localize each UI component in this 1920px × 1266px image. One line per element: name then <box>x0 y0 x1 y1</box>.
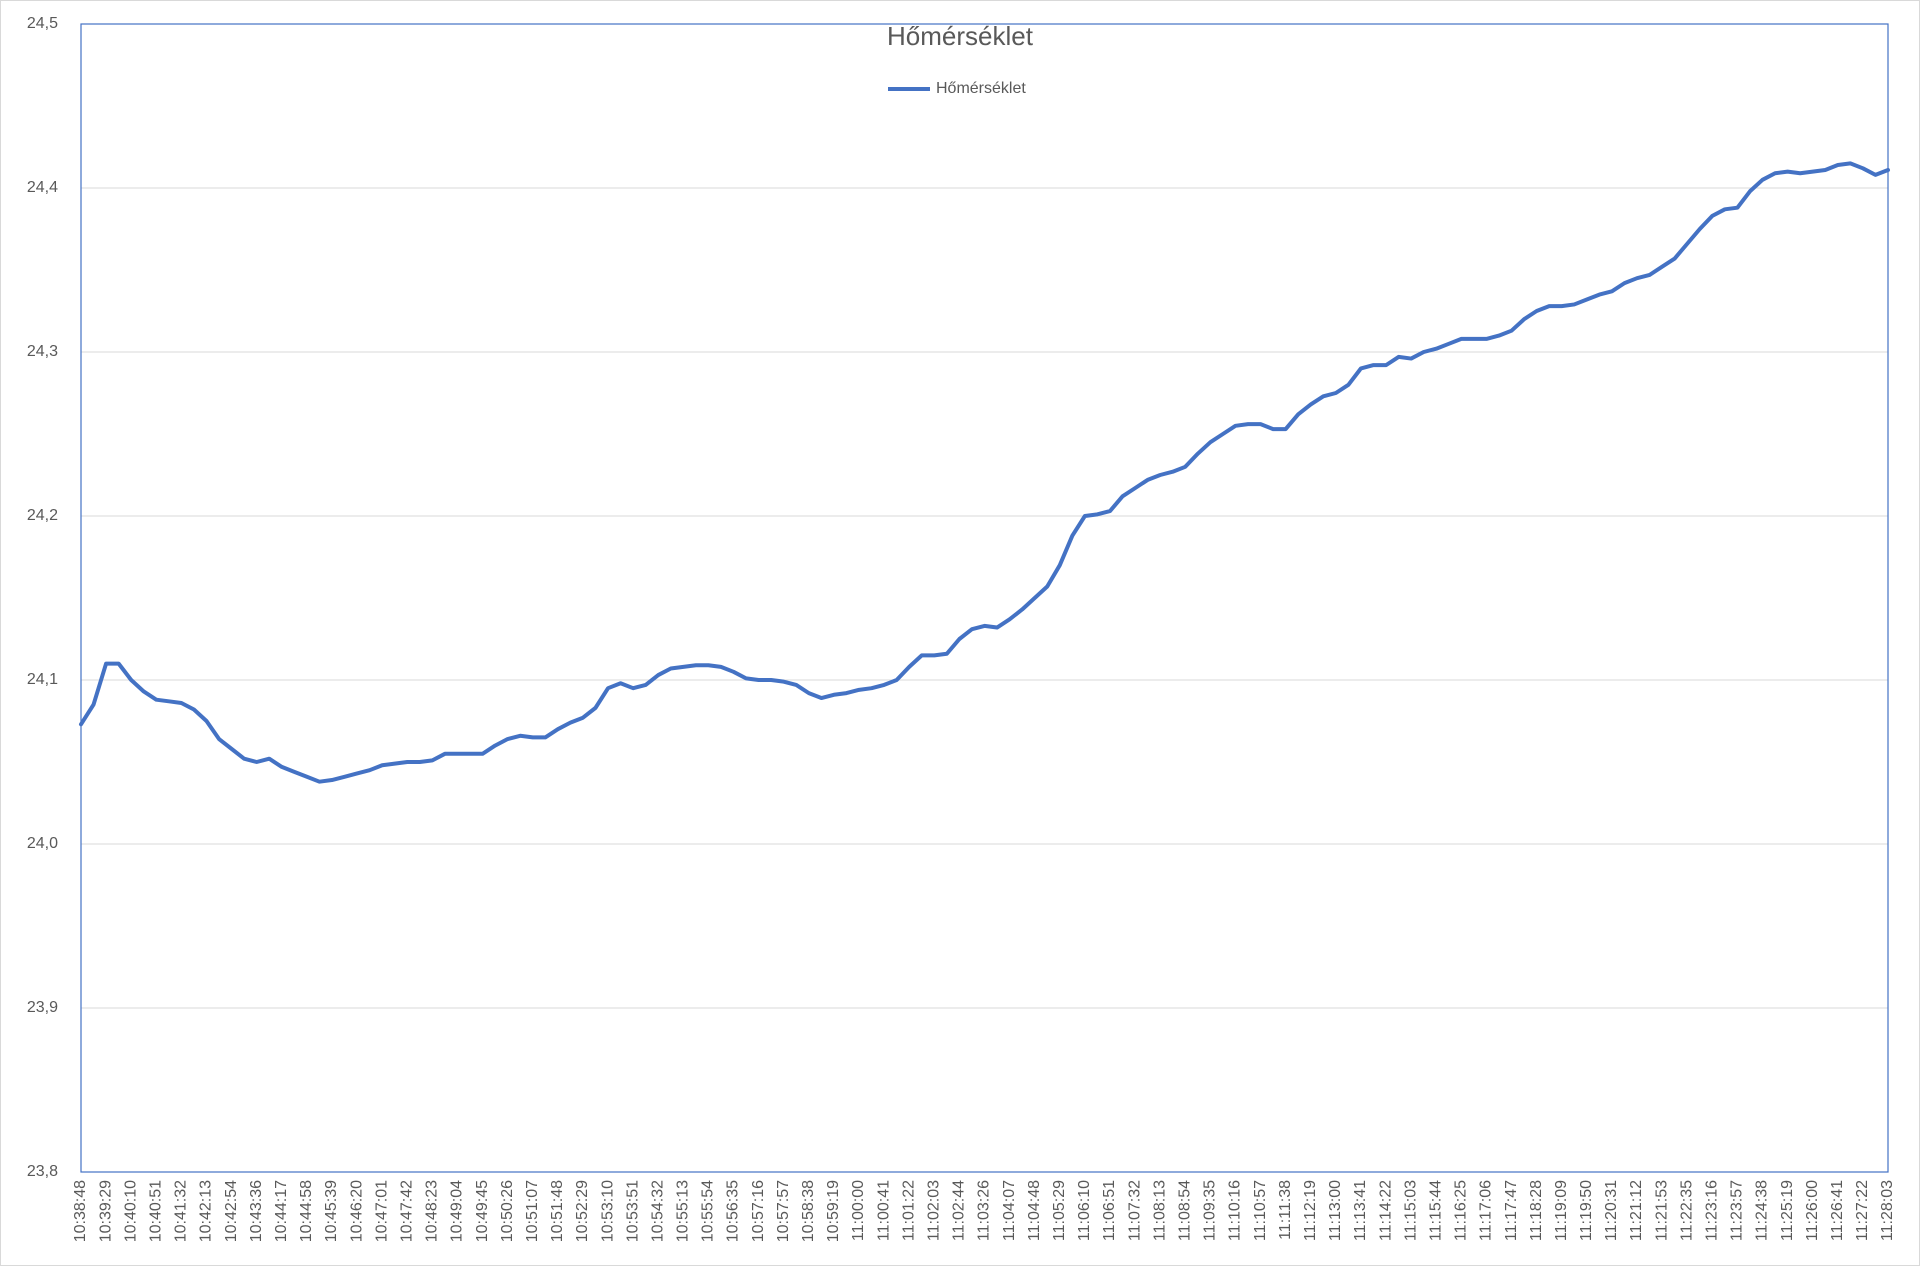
x-tick-label: 10:47:01 <box>373 1180 390 1242</box>
x-tick-label: 11:13:41 <box>1352 1180 1369 1241</box>
x-tick-label: 11:24:38 <box>1754 1180 1771 1241</box>
x-tick-label: 11:12:19 <box>1302 1180 1319 1241</box>
x-tick-label: 11:17:06 <box>1478 1180 1495 1241</box>
x-tick-label: 11:14:22 <box>1377 1180 1394 1241</box>
x-tick-label: 11:27:22 <box>1854 1180 1871 1241</box>
x-tick-label: 10:40:10 <box>122 1180 139 1242</box>
x-tick-label: 10:44:58 <box>298 1180 315 1242</box>
x-tick-label: 10:55:13 <box>675 1180 692 1242</box>
x-tick-label: 11:15:03 <box>1402 1180 1419 1241</box>
x-tick-label: 11:09:35 <box>1202 1180 1219 1241</box>
x-tick-label: 10:49:04 <box>449 1180 466 1242</box>
x-tick-label: 11:10:16 <box>1227 1180 1244 1241</box>
x-tick-label: 10:42:54 <box>223 1180 240 1242</box>
x-tick-label: 11:19:09 <box>1553 1180 1570 1241</box>
x-tick-label: 10:52:29 <box>574 1180 591 1242</box>
x-tick-label: 11:11:38 <box>1277 1180 1294 1240</box>
x-tick-label: 10:45:39 <box>323 1180 340 1242</box>
x-tick-label: 11:13:00 <box>1327 1180 1344 1241</box>
x-tick-label: 10:39:29 <box>97 1180 114 1242</box>
x-tick-label: 10:46:20 <box>348 1180 365 1242</box>
x-tick-label: 10:55:54 <box>700 1180 717 1242</box>
y-tick-label: 24,0 <box>27 835 58 852</box>
x-tick-label: 11:17:47 <box>1503 1180 1520 1241</box>
x-tick-label: 11:26:41 <box>1829 1180 1846 1241</box>
x-tick-label: 10:50:26 <box>499 1180 516 1242</box>
x-tick-label: 10:38:48 <box>72 1180 89 1242</box>
x-tick-label: 11:21:53 <box>1653 1180 1670 1241</box>
x-tick-label: 11:00:41 <box>875 1180 892 1241</box>
x-tick-label: 11:19:50 <box>1578 1180 1595 1241</box>
x-tick-label: 10:49:45 <box>474 1180 491 1242</box>
x-tick-label: 11:03:26 <box>976 1180 993 1241</box>
x-tick-label: 11:01:22 <box>900 1180 917 1241</box>
y-tick-label: 23,9 <box>27 999 58 1016</box>
x-tick-label: 10:48:23 <box>424 1180 441 1242</box>
x-tick-label: 11:23:16 <box>1704 1180 1721 1241</box>
x-tick-label: 10:59:19 <box>825 1180 842 1242</box>
x-tick-label: 11:28:03 <box>1879 1180 1896 1241</box>
x-tick-label: 11:08:13 <box>1151 1180 1168 1241</box>
x-tick-label: 11:23:57 <box>1729 1180 1746 1241</box>
x-tick-label: 11:18:28 <box>1528 1180 1545 1241</box>
x-tick-label: 11:04:48 <box>1026 1180 1043 1241</box>
x-tick-label: 10:54:32 <box>649 1180 666 1242</box>
x-tick-label: 11:04:07 <box>1001 1180 1018 1241</box>
x-tick-label: 11:07:32 <box>1126 1180 1143 1241</box>
x-tick-label: 10:43:36 <box>248 1180 265 1242</box>
y-tick-label: 24,5 <box>27 15 58 32</box>
x-tick-label: 11:22:35 <box>1678 1180 1695 1241</box>
x-tick-label: 11:02:44 <box>951 1180 968 1241</box>
x-tick-label: 11:15:44 <box>1427 1180 1444 1241</box>
x-tick-label: 11:00:00 <box>850 1180 867 1241</box>
x-tick-label: 11:26:00 <box>1804 1180 1821 1241</box>
x-tick-label: 10:53:10 <box>599 1180 616 1242</box>
x-tick-label: 11:20:31 <box>1603 1180 1620 1241</box>
x-tick-label: 11:10:57 <box>1252 1180 1269 1241</box>
legend-label: Hőmérséklet <box>936 80 1026 97</box>
x-tick-label: 10:51:07 <box>524 1180 541 1242</box>
x-tick-label: 10:44:17 <box>273 1180 290 1242</box>
x-tick-label: 10:47:42 <box>398 1180 415 1242</box>
x-tick-label: 11:06:51 <box>1101 1180 1118 1241</box>
x-tick-label: 10:57:57 <box>775 1180 792 1242</box>
x-tick-label: 11:06:10 <box>1076 1180 1093 1241</box>
y-tick-label: 24,3 <box>27 343 58 360</box>
y-tick-label: 24,2 <box>27 507 58 524</box>
x-tick-label: 11:05:29 <box>1051 1180 1068 1241</box>
y-tick-label: 24,4 <box>27 179 58 196</box>
x-tick-label: 11:16:25 <box>1453 1180 1470 1241</box>
x-tick-label: 10:57:16 <box>750 1180 767 1242</box>
x-tick-label: 10:42:13 <box>198 1180 215 1242</box>
x-tick-label: 10:53:51 <box>624 1180 641 1242</box>
x-tick-label: 10:41:32 <box>173 1180 190 1242</box>
x-tick-label: 10:40:51 <box>148 1180 165 1242</box>
x-tick-label: 10:58:38 <box>800 1180 817 1242</box>
x-tick-label: 10:56:35 <box>725 1180 742 1242</box>
x-tick-label: 11:25:19 <box>1779 1180 1796 1241</box>
x-tick-label: 10:51:48 <box>549 1180 566 1242</box>
chart-title: Hőmérséklet <box>887 21 1034 51</box>
x-tick-label: 11:21:12 <box>1628 1180 1645 1241</box>
x-tick-label: 11:02:03 <box>926 1180 943 1241</box>
line-series <box>79 161 1890 784</box>
x-tick-label: 11:08:54 <box>1176 1180 1193 1241</box>
plot-border <box>80 23 1889 1173</box>
y-tick-label: 24,1 <box>27 671 58 688</box>
y-tick-label: 23,8 <box>27 1163 58 1180</box>
